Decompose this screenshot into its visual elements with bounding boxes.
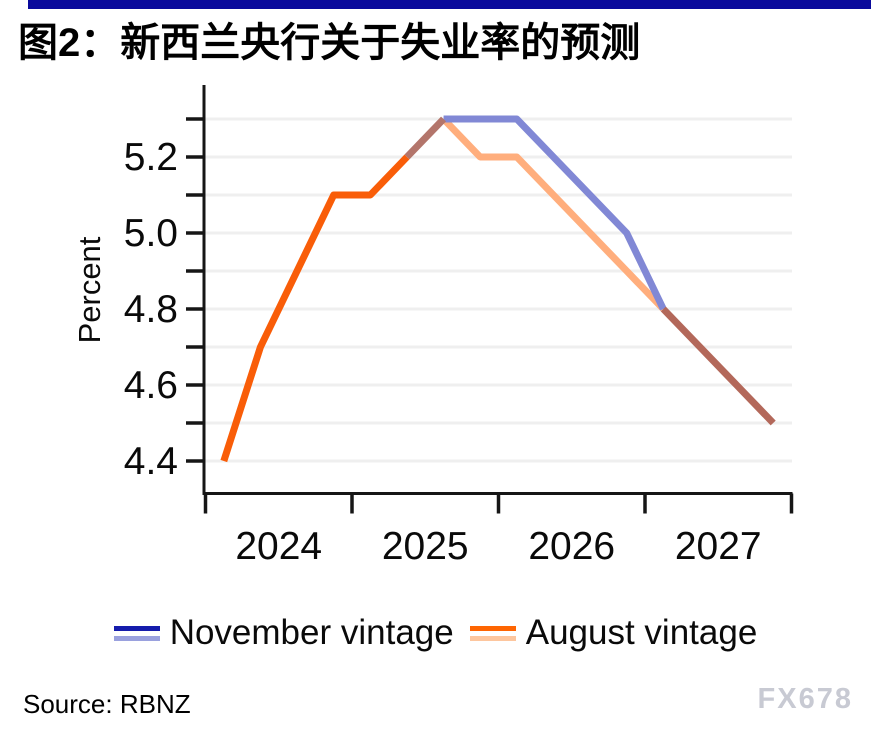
- november-forecast-line: [443, 115, 667, 311]
- y-tick-label: 5.0: [124, 212, 178, 255]
- axes: [186, 85, 794, 514]
- november-actual-swatch: [113, 625, 160, 631]
- x-tick-label: 2024: [235, 525, 322, 568]
- y-axis-title: Percent: [72, 236, 107, 343]
- august-forecast-line: [441, 116, 666, 312]
- overlap-tail-line: [660, 306, 776, 426]
- legend-label-november: November vintage: [169, 613, 454, 652]
- y-tick-label: 5.2: [124, 136, 178, 179]
- y-tick-label: 4.6: [124, 364, 178, 407]
- august-line-swatch-icon: [469, 625, 516, 641]
- x-tick-label: 2026: [528, 525, 615, 568]
- watermark: FX678: [757, 683, 853, 715]
- august-actual-swatch: [469, 625, 516, 631]
- november-line-swatch-icon: [113, 625, 160, 641]
- source-note: Source: RBNZ: [23, 689, 191, 719]
- gridlines: [204, 117, 792, 463]
- november-forecast-swatch: [113, 635, 160, 641]
- overlap-rise-line: [404, 116, 447, 160]
- chart-legend: November vintage August vintage: [0, 610, 871, 656]
- legend-item-november: November vintage: [113, 613, 454, 653]
- august-forecast-swatch: [469, 635, 516, 641]
- legend-label-august: August vintage: [525, 613, 758, 652]
- axis-labels: 4.4 4.6 4.8 5.0 5.2 2024 2025 2026 2027: [124, 136, 762, 568]
- figure-title: 图2：新西兰央行关于失业率的预测: [18, 21, 641, 65]
- x-tick-label: 2027: [675, 525, 762, 568]
- data-series: [220, 115, 776, 463]
- actual-history-line: [220, 154, 410, 463]
- x-tick-label: 2025: [382, 525, 469, 568]
- accent-bar: [28, 0, 871, 9]
- y-tick-label: 4.4: [124, 440, 178, 483]
- y-tick-label: 4.8: [124, 288, 178, 331]
- legend-item-august: August vintage: [469, 613, 758, 653]
